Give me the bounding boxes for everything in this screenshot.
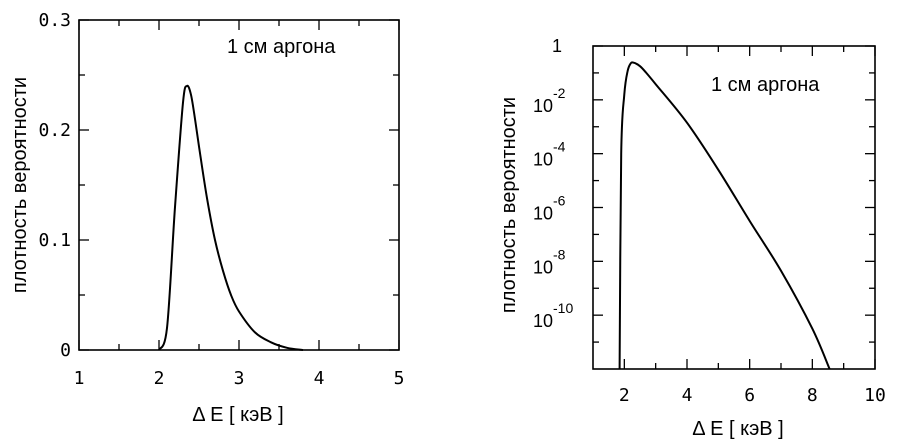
y-tick-label-exponent: -8 — [553, 246, 566, 262]
y-tick-label-exponent: -2 — [553, 85, 566, 101]
x-tick-label: 8 — [807, 385, 818, 406]
y-ticks: 0 0.1 0.2 0.3 — [38, 10, 399, 361]
y-tick-label-base: 10 — [533, 311, 553, 331]
y-tick-label: 0.1 — [38, 230, 71, 251]
chart-linear: 1 2 3 4 5 0 0.1 0.2 0.3 1 см аргона Δ E [ кэВ ]… — [9, 10, 404, 426]
x-axis-label: Δ E [ кэВ ] — [692, 418, 783, 440]
x-tick-label: 3 — [234, 368, 245, 389]
y-tick-label: 0.3 — [38, 10, 71, 31]
y-ticks: 110-210-410-610-810-10 — [533, 36, 875, 343]
x-tick-label: 2 — [154, 368, 165, 389]
x-tick-label: 4 — [314, 368, 325, 389]
probability-density-curve — [158, 84, 304, 351]
y-tick-label-base: 10 — [533, 257, 553, 277]
annotation-argon: 1 см аргона — [711, 74, 820, 96]
x-ticks: 1 2 3 4 5 — [74, 20, 405, 389]
x-tick-label: 10 — [864, 385, 886, 406]
y-axis-label: плотность вероятности — [498, 97, 520, 313]
y-tick-label: 0.2 — [38, 120, 71, 141]
y-tick-label-base: 10 — [533, 96, 553, 116]
y-tick-label-exponent: -6 — [553, 193, 566, 209]
y-axis-label: плотность вероятности — [9, 77, 31, 293]
y-tick-label-base: 10 — [533, 150, 553, 170]
y-tick-label-base: 10 — [533, 204, 553, 224]
y-tick-label-exponent: -10 — [553, 300, 573, 316]
annotation-argon: 1 см аргона — [227, 36, 336, 58]
x-tick-label: 6 — [744, 385, 755, 406]
probability-density-curve — [618, 61, 831, 370]
x-tick-label: 4 — [682, 385, 693, 406]
x-axis-label: Δ E [ кэВ ] — [192, 404, 283, 426]
x-tick-label: 2 — [619, 385, 630, 406]
chart-log: 2 4 6 8 10 110-210-410-610-810-10 1 см аргон… — [498, 36, 886, 440]
y-tick-label: 0 — [60, 340, 71, 361]
x-tick-label: 5 — [394, 368, 405, 389]
y-tick-label: 1 — [552, 36, 562, 56]
x-ticks: 2 4 6 8 10 — [619, 46, 886, 406]
x-tick-label: 1 — [74, 368, 85, 389]
plot-frame — [78, 19, 400, 351]
y-tick-label-exponent: -4 — [553, 139, 566, 155]
